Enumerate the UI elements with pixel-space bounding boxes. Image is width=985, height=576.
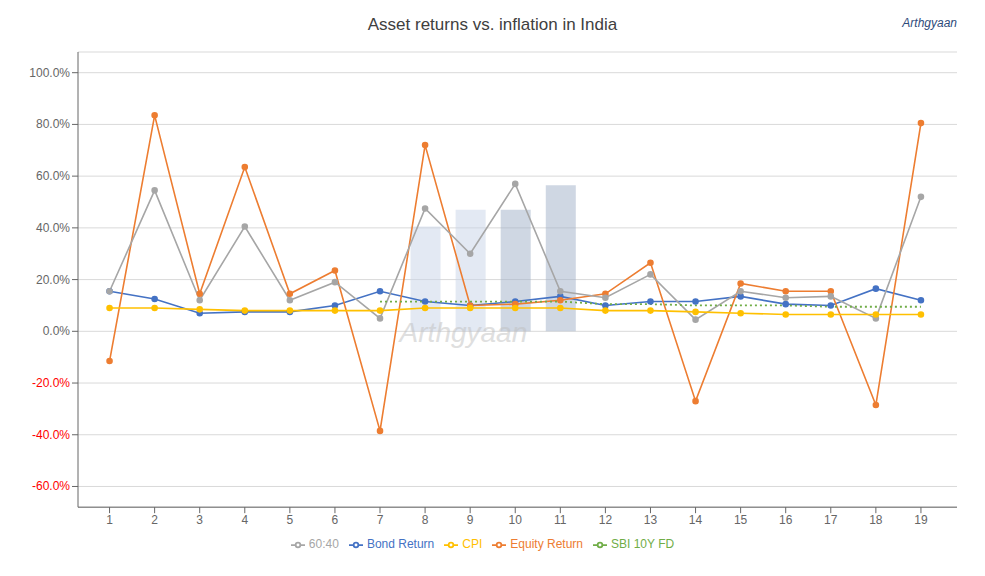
svg-text:5: 5 <box>287 513 294 527</box>
html-text:CPI: CPI <box>462 537 483 552</box>
svg-text:6: 6 <box>332 513 339 527</box>
html-text:60:40: 60:40 <box>308 537 339 552</box>
svg-text:80.0%: 80.0% <box>36 117 70 131</box>
svg-text:-20.0%: -20.0% <box>32 376 70 390</box>
svg-text:7: 7 <box>377 513 384 527</box>
html-text:Asset returns vs. inflation in: Asset returns vs. inflation in India <box>367 15 618 34</box>
svg-text:15: 15 <box>734 513 748 527</box>
svg-text:3: 3 <box>196 513 203 527</box>
svg-text:100.0%: 100.0% <box>29 66 70 80</box>
svg-text:14: 14 <box>689 513 703 527</box>
svg-text:0.0%: 0.0% <box>43 324 71 338</box>
svg-text:11: 11 <box>554 513 567 527</box>
svg-text:40.0%: 40.0% <box>36 221 70 235</box>
svg-text:10: 10 <box>509 513 523 527</box>
svg-text:12: 12 <box>599 513 613 527</box>
svg-text:-40.0%: -40.0% <box>32 428 70 442</box>
html-text:Bond Return: Bond Return <box>366 537 435 552</box>
svg-text:16: 16 <box>779 513 793 527</box>
svg-text:8: 8 <box>422 513 429 527</box>
svg-text:60.0%: 60.0% <box>36 169 70 183</box>
svg-text:9: 9 <box>467 513 474 527</box>
svg-text:18: 18 <box>869 513 883 527</box>
html-text:Arthgyaan: Arthgyaan <box>902 16 957 30</box>
svg-text:4: 4 <box>241 513 248 527</box>
svg-text:-60.0%: -60.0% <box>32 479 70 493</box>
svg-text:1: 1 <box>106 513 113 527</box>
svg-text:13: 13 <box>644 513 658 527</box>
html-text:Arthgyaan: Arthgyaan <box>399 317 528 349</box>
html-text:Equity Return: Equity Return <box>510 537 583 552</box>
svg-text:20.0%: 20.0% <box>36 273 70 287</box>
html-text:SBI 10Y FD: SBI 10Y FD <box>611 537 675 552</box>
svg-text:2: 2 <box>151 513 158 527</box>
svg-text:19: 19 <box>914 513 928 527</box>
svg-text:17: 17 <box>824 513 838 527</box>
